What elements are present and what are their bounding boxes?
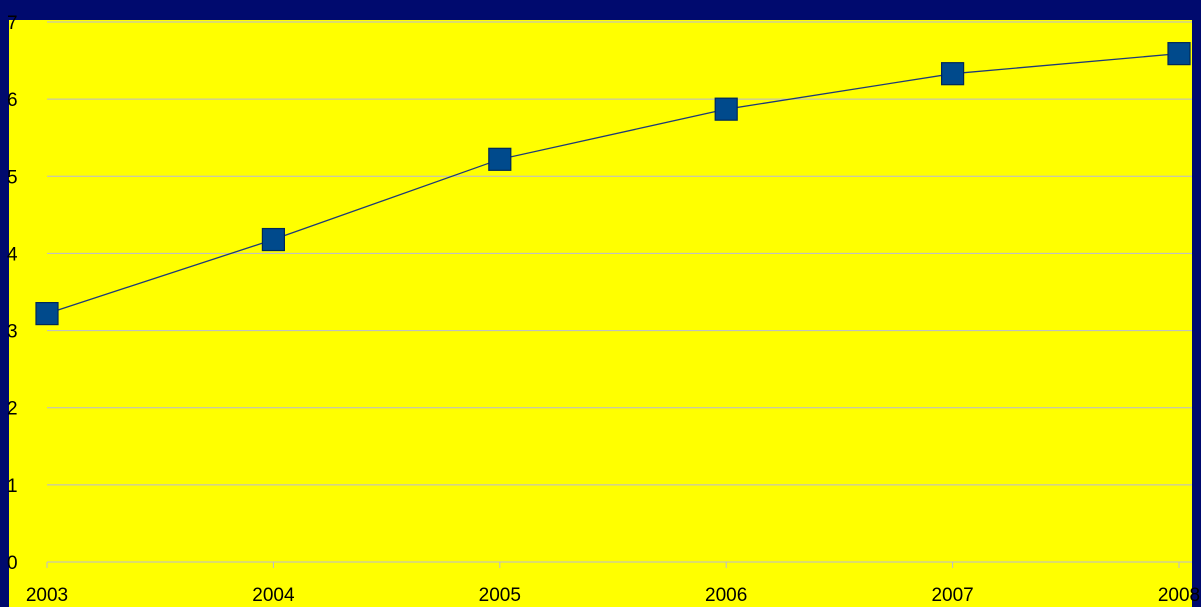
y-tick-label: 3 xyxy=(7,322,18,343)
x-tick-label: 2005 xyxy=(479,585,521,606)
y-tick-label: 7 xyxy=(7,13,18,34)
x-axis xyxy=(46,562,1180,568)
data-point-marker xyxy=(940,62,965,86)
data-point-marker xyxy=(35,302,59,326)
y-tick-label: 5 xyxy=(7,167,18,188)
data-point-marker xyxy=(714,97,738,121)
plot-area xyxy=(9,20,1192,607)
y-tick-label: 2 xyxy=(7,399,18,420)
y-axis-tick-labels: 0 1 2 3 4 5 6 7 xyxy=(7,13,18,574)
data-point-marker xyxy=(261,227,285,252)
x-tick-label: 2007 xyxy=(931,585,973,606)
y-tick-label: 0 xyxy=(7,553,18,574)
series-line xyxy=(46,52,1180,315)
y-tick-label: 6 xyxy=(7,90,18,111)
y-gridlines xyxy=(47,21,1192,563)
data-point-marker xyxy=(1167,42,1191,66)
x-tick-label: 2004 xyxy=(252,585,295,606)
y-tick-label: 1 xyxy=(7,476,18,497)
x-axis-tick-labels: 2003 2004 2005 2006 2007 2008 xyxy=(26,585,1200,606)
y-tick-label: 4 xyxy=(7,244,18,265)
x-tick-label: 2003 xyxy=(26,585,68,606)
x-tick-label: 2006 xyxy=(705,585,747,606)
x-tick-label: 2008 xyxy=(1158,585,1200,606)
data-point-marker xyxy=(488,147,512,171)
data-series xyxy=(35,42,1191,326)
